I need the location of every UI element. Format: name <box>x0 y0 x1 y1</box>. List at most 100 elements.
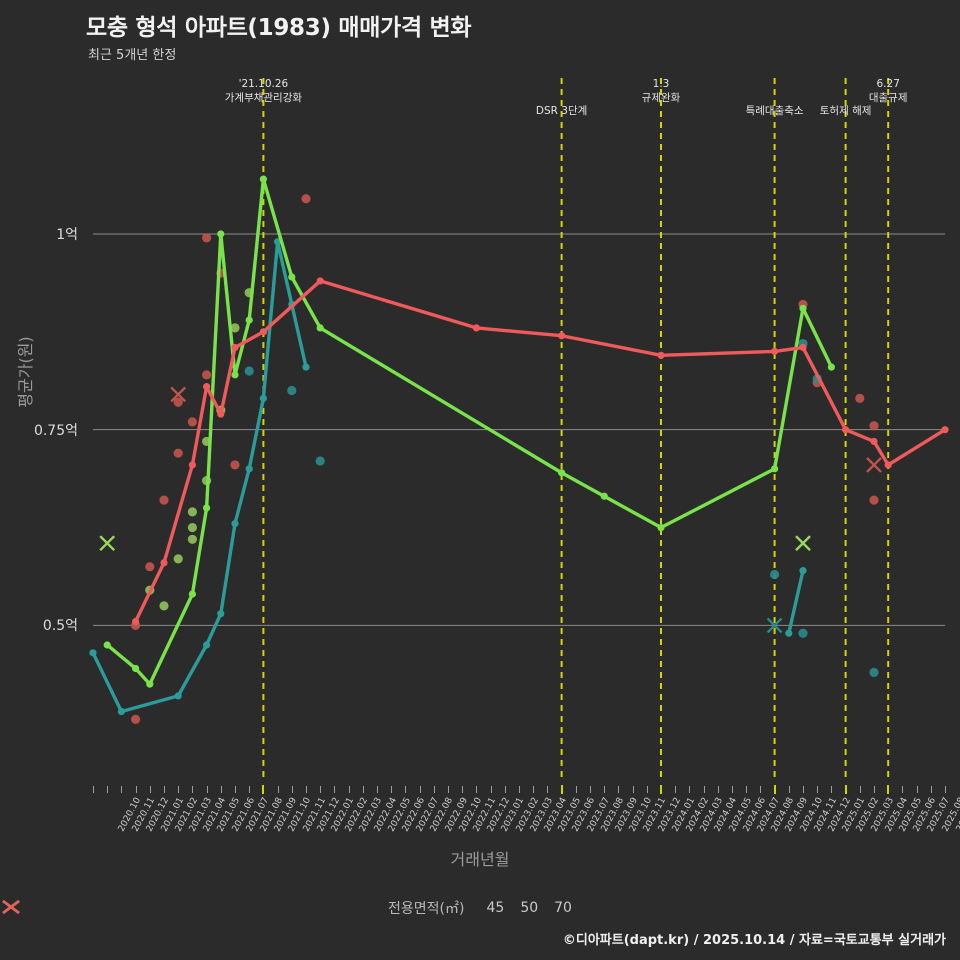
x-axis-tick-mark <box>433 786 435 793</box>
scatter-point <box>869 421 879 431</box>
x-axis-tick-mark <box>362 786 364 793</box>
x-axis-tick-mark <box>348 786 350 793</box>
series-vertex-70 <box>203 383 211 391</box>
series-vertex-70 <box>217 410 225 418</box>
series-line-45b <box>787 568 805 635</box>
event-annotation-label: 특례대출축소 <box>746 105 804 119</box>
series-vertex-45 <box>203 641 211 649</box>
x-axis-tick-mark <box>817 786 819 793</box>
x-axis-tick-mark <box>419 786 421 793</box>
scatter-point <box>230 323 240 333</box>
series-vertex-70 <box>941 426 949 434</box>
x-axis-tick-mark <box>646 786 648 793</box>
event-annotation-line: 1.3 <box>652 78 670 90</box>
x-axis-tick-mark <box>760 786 762 793</box>
x-axis-tick-mark <box>575 786 577 793</box>
x-axis-tick-mark <box>732 786 733 793</box>
series-vertex-45 <box>174 692 182 700</box>
chart-subtitle: 최근 5개년 한정 <box>88 48 177 63</box>
x-axis-tick-mark <box>448 786 449 793</box>
x-axis-tick-mark <box>291 786 293 793</box>
series-vertex-70 <box>188 461 196 469</box>
legend-item-50[interactable]: 50 <box>2 899 539 916</box>
scatter-point <box>770 569 780 580</box>
legend-title: 전용면적(㎡) <box>388 901 465 917</box>
legend-label: 45 <box>486 900 505 916</box>
x-axis-tick-mark <box>788 786 790 793</box>
series-vertex-45b <box>799 567 807 575</box>
series-vertex-50 <box>217 230 225 238</box>
series-vertex-70 <box>231 343 239 352</box>
series-vertex-70 <box>472 324 480 332</box>
series-vertex-50 <box>203 504 211 512</box>
x-axis-tick-mark <box>206 786 208 793</box>
scatter-point <box>869 495 879 505</box>
series-vertex-70 <box>558 332 566 340</box>
x-axis-tick-mark <box>320 786 322 793</box>
scatter-point <box>301 194 311 204</box>
x-axis-tick-mark <box>717 786 719 793</box>
x-axis-tick-mark <box>93 786 94 793</box>
scatter-point <box>145 562 155 572</box>
series-vertex-45 <box>302 363 310 371</box>
legend-item-45[interactable]: 45 <box>2 899 505 916</box>
x-axis-tick-mark <box>490 786 492 793</box>
series-vertex-70 <box>799 343 807 352</box>
event-annotation-line: 특례대출축소 <box>745 105 804 117</box>
x-axis-tick-mark <box>135 786 137 793</box>
x-marker <box>866 457 882 473</box>
scatter-point <box>798 628 808 638</box>
x-axis-tick-mark <box>405 786 407 793</box>
series-vertex-50 <box>558 469 566 477</box>
event-annotation-label: '21.10.26 가계부채관리강화 <box>225 78 302 106</box>
scatter-point <box>159 495 169 505</box>
x-axis-tick-mark <box>902 786 904 793</box>
scatter-point <box>287 385 297 396</box>
x-axis-tick-mark <box>916 786 918 793</box>
x-axis-tick-mark <box>703 786 705 793</box>
series-vertex-70 <box>132 617 140 626</box>
x-marker <box>795 535 811 552</box>
scatter-point <box>187 417 197 427</box>
series-vertex-45b <box>785 629 793 637</box>
x-axis-tick-mark <box>476 786 478 793</box>
x-axis-tick-mark <box>746 786 748 793</box>
scatter-point <box>187 534 197 544</box>
series-vertex-50 <box>259 175 267 183</box>
y-axis-title: 평균가(원) <box>16 336 35 408</box>
x-axis-tick-mark <box>107 786 109 793</box>
series-vertex-50 <box>188 590 196 598</box>
series-line-70 <box>133 279 947 624</box>
scatter-point <box>855 393 865 403</box>
series-vertex-50 <box>103 641 111 649</box>
event-annotation-line: DSR 3단계 <box>535 105 588 117</box>
series-vertex-70 <box>259 328 267 336</box>
x-axis-tick-mark <box>874 786 875 793</box>
x-axis-event-tick <box>773 785 776 794</box>
x-axis-tick-mark <box>377 786 378 793</box>
event-annotation-label: 1.3 규제완화 <box>642 78 681 106</box>
series-vertex-45 <box>117 707 125 716</box>
x-axis-tick-mark <box>689 786 691 793</box>
series-vertex-70 <box>842 426 850 434</box>
chart-title: 모충 형석 아파트(1983) 매매가격 변화 <box>86 15 472 41</box>
x-axis-tick-mark <box>235 786 236 793</box>
x-axis-title: 거래년월 <box>450 850 510 869</box>
legend-item-70[interactable]: 70 <box>2 899 572 916</box>
scatter-point <box>869 667 879 677</box>
x-axis-tick-mark <box>306 786 307 793</box>
series-vertex-50 <box>231 371 239 379</box>
series-vertex-70 <box>657 351 665 359</box>
x-axis-tick-mark <box>504 786 506 793</box>
event-annotation-line: '21.10.26 <box>238 78 289 90</box>
legend-label: 50 <box>520 900 539 916</box>
x-axis-tick-mark <box>803 786 804 793</box>
x-axis-tick-mark <box>831 786 833 793</box>
x-axis-tick-mark <box>519 786 520 793</box>
event-annotation-line: 가계부채관리강화 <box>224 91 303 104</box>
series-vertex-45 <box>245 465 253 473</box>
x-axis-tick-mark <box>945 786 946 793</box>
x-marker <box>170 386 187 403</box>
